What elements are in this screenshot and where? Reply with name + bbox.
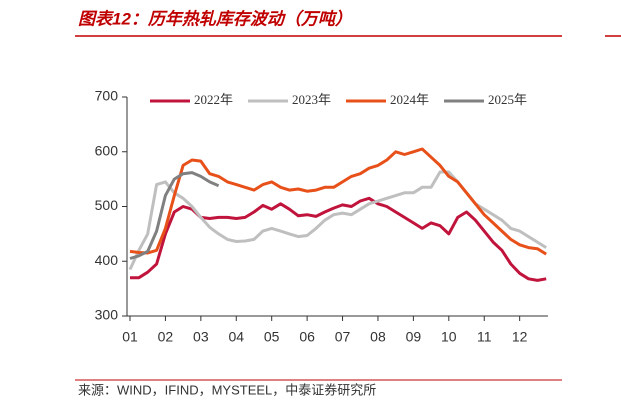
x-tick-label: 03 — [193, 329, 209, 345]
y-tick-label: 700 — [95, 88, 119, 104]
series-line — [129, 147, 547, 256]
x-tick-label: 04 — [228, 329, 244, 345]
source: 来源：WIND，IFIND，MYSTEEL，中泰证券研究所 — [78, 382, 376, 397]
x-tick-label: 12 — [512, 329, 528, 345]
legend-label: 2022年 — [194, 92, 233, 107]
series-line — [128, 170, 547, 271]
x-tick-label: 01 — [122, 329, 138, 345]
x-tick-label: 10 — [441, 329, 457, 345]
legend-label: 2023年 — [292, 92, 331, 107]
y-tick-label: 500 — [95, 197, 119, 213]
x-tick-label: 08 — [370, 329, 386, 345]
x-tick-label: 07 — [335, 329, 351, 345]
chart-title: 图表12：历年热轧库存波动（万吨） — [78, 9, 352, 28]
x-tick-label: 11 — [477, 329, 492, 345]
x-tick-label: 09 — [406, 329, 422, 345]
x-tick-label: 02 — [158, 329, 174, 345]
x-tick-label: 05 — [264, 329, 280, 345]
y-tick-label: 600 — [95, 142, 119, 158]
y-tick-label: 300 — [95, 307, 119, 323]
x-tick-label: 06 — [299, 329, 315, 345]
y-tick-label: 400 — [95, 252, 119, 268]
series-line — [129, 171, 220, 260]
legend-label: 2024年 — [390, 92, 429, 107]
legend-label: 2025年 — [488, 92, 527, 107]
